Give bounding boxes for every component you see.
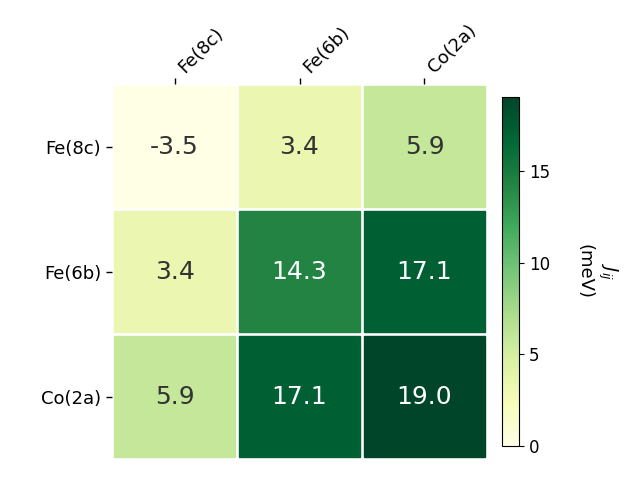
Text: 3.4: 3.4	[280, 135, 319, 159]
Text: 3.4: 3.4	[155, 260, 195, 284]
Bar	[239, 336, 360, 457]
Text: 14.3: 14.3	[271, 260, 328, 284]
Bar	[239, 211, 360, 332]
Text: 5.9: 5.9	[155, 384, 195, 408]
Bar	[114, 211, 236, 332]
Y-axis label: $J_{ij}$
(meV): $J_{ij}$ (meV)	[575, 244, 619, 300]
Bar	[114, 336, 236, 457]
Bar	[239, 86, 360, 207]
Bar	[114, 86, 236, 207]
Text: -3.5: -3.5	[150, 135, 199, 159]
Bar	[364, 336, 485, 457]
Text: 17.1: 17.1	[397, 260, 452, 284]
Bar	[364, 86, 485, 207]
Bar	[364, 211, 485, 332]
Text: 5.9: 5.9	[404, 135, 444, 159]
Text: 19.0: 19.0	[397, 384, 452, 408]
Text: 17.1: 17.1	[272, 384, 327, 408]
